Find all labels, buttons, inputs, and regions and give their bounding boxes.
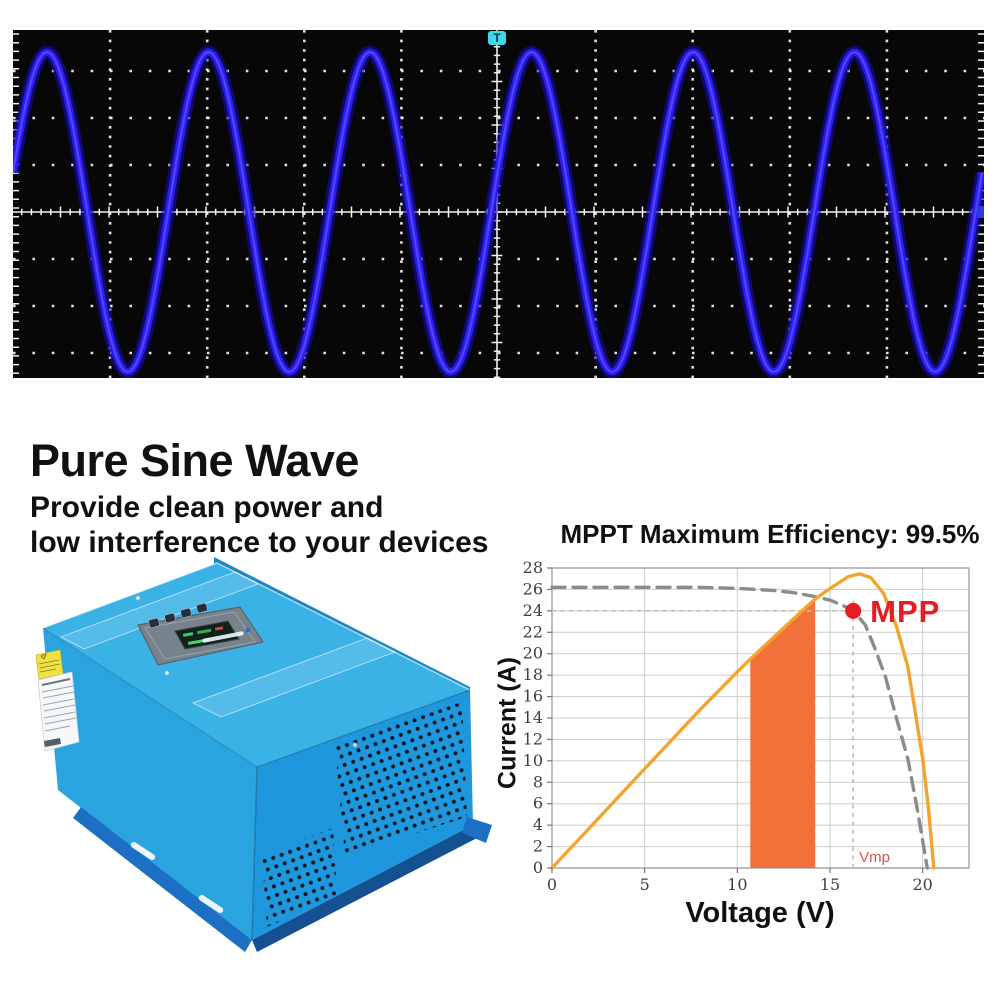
mppt-efficiency-chart: MPP Vmp 0 5 10 15 20 0 2 4 6 8 10 12 14 16 18 20 22 24 26 28 [490,550,990,940]
mpp-point [845,602,862,619]
screw [352,742,358,748]
control-panel-inner-border [144,611,256,660]
subtitle-line-2: low interference to your devices [30,525,489,559]
trigger-marker-icon [488,31,506,45]
x-tick-label: 20 [912,875,932,894]
y-tick-label: 24 [523,601,543,620]
channel-level-marker-icon [977,206,984,218]
chart-title: MPPT Maximum Efficiency: 99.5% [560,519,980,549]
lcd-text-pixels [196,628,212,635]
lcd-text-pixels [182,632,194,637]
device-left-face [43,628,257,940]
device-edge [256,689,471,768]
y-tick-label: 14 [523,708,543,727]
oscilloscope-screen: T [6,30,989,379]
panel-brand-text [202,631,244,643]
label-barcode [44,738,61,747]
vmp-label: Vmp [859,849,890,866]
panel-button[interactable] [164,613,176,623]
device-vent-grid-large [335,702,467,855]
flange-slot [130,842,156,860]
screw [164,670,170,676]
screw [135,595,141,601]
y-tick-label: 0 [533,858,543,877]
panel-button[interactable] [196,603,208,613]
warning-triangle-icon [40,653,47,660]
y-tick-label: 20 [523,644,543,663]
oscilloscope-screenshot: T [6,30,989,379]
trigger-label: T [493,31,501,45]
device-mount-foot-right [462,817,492,843]
sine-wave-highlight [11,50,984,374]
y-tick-label: 4 [533,815,543,834]
y-tick-label: 12 [523,729,543,748]
power-curve [550,572,936,870]
y-tick-label: 6 [533,794,543,813]
label-text-line [38,659,60,665]
blue-inverter-illustration [35,557,492,952]
x-tick-label: 0 [547,875,557,894]
label-text-line [39,663,61,669]
y-tick-label: 2 [533,837,543,856]
x-axis-label: Voltage (V) [685,897,835,929]
flange-slot [198,895,224,913]
device-top-face [43,563,470,767]
mppt-tracking-shaded-region [750,599,816,868]
device-edge [42,627,258,768]
page-title: Pure Sine Wave [30,435,359,486]
spec-label [37,671,80,752]
y-tick-label: 22 [523,622,543,641]
device-vent-grid-small [262,828,337,927]
lcd-indicator [214,626,224,631]
y-tick-label: 28 [523,558,543,577]
mpp-label: MPP [870,594,940,629]
y-tick-label: 16 [523,687,543,706]
panel-button[interactable] [148,618,160,628]
subtitle-line-1: Provide clean power and [30,491,384,525]
x-tick-label: 5 [640,875,650,894]
device-mount-flange-left [73,807,252,952]
device-top-edge-highlight [42,562,471,691]
y-tick-label: 10 [523,751,543,770]
y-tick-label: 26 [523,579,543,598]
iv-curve [550,585,929,870]
headline-block: Pure Sine Wave Provide clean power and l… [30,437,488,560]
y-tick-label: 8 [533,772,543,791]
x-tick-label: 10 [727,875,747,894]
x-tick-label: 15 [820,875,840,894]
inverter-product-image [15,555,495,965]
panel-brand-logo [245,627,251,633]
panel-button[interactable] [180,608,192,618]
device-front-edge [251,766,258,941]
device-mount-flange-front [252,825,477,952]
label-title-line [41,678,71,686]
y-tick-label: 18 [523,665,543,684]
label-text-line [39,668,57,673]
